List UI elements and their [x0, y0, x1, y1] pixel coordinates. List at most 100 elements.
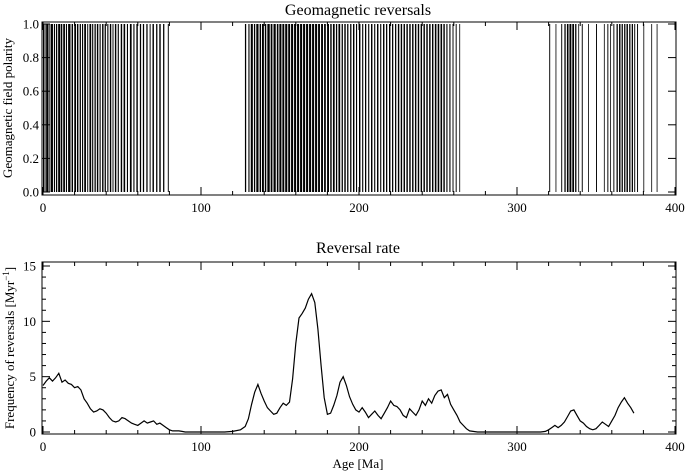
- polarity-bar: [434, 24, 437, 192]
- polarity-bar: [55, 24, 58, 192]
- polarity-bar: [350, 24, 352, 192]
- polarity-bar: [395, 24, 397, 192]
- polarity-bar: [68, 24, 71, 192]
- y-tick-label: 0.2: [23, 151, 39, 166]
- polarity-bar: [417, 24, 420, 192]
- y-tick-label: 0.4: [23, 117, 40, 132]
- polarity-bar: [279, 24, 282, 192]
- polarity-bar: [386, 24, 388, 192]
- polarity-bar: [455, 24, 457, 192]
- polarity-bar: [564, 24, 566, 192]
- y-tick-label: 5: [30, 369, 37, 384]
- y-axis-label: Frequency of reversals [Myr−1]: [1, 267, 17, 429]
- polarity-bar: [578, 24, 580, 192]
- polarity-bar: [303, 24, 306, 192]
- polarity-bar: [656, 24, 658, 192]
- polarity-bar: [261, 24, 264, 192]
- polarity-bar: [71, 24, 74, 192]
- polarity-bar: [397, 24, 400, 192]
- y-axis-label-exponent: −1: [1, 271, 11, 281]
- polarity-bar: [315, 24, 318, 192]
- y-axis-label-main: Frequency of reversals [Myr: [2, 280, 17, 429]
- polarity-bar: [82, 24, 84, 192]
- polarity-bar: [142, 24, 145, 192]
- polarity-bar: [603, 24, 605, 192]
- polarity-bar: [449, 24, 451, 192]
- polarity-bar: [426, 24, 428, 192]
- polarity-bar: [344, 24, 346, 192]
- polarity-bar: [420, 24, 423, 192]
- polarity-bar: [626, 24, 628, 192]
- polarity-bar: [377, 24, 379, 192]
- polarity-bar: [437, 24, 440, 192]
- polarity-bar: [53, 24, 56, 192]
- reversal-rate-chart: Reversal rate 0 100 200 300 400 0 5 10 15 Age [M…: [1, 240, 685, 471]
- polarity-bar: [330, 24, 332, 192]
- polarity-bar: [107, 24, 109, 192]
- polarity-bar: [452, 24, 454, 192]
- polarity-bar: [374, 24, 376, 192]
- polarity-bar: [371, 24, 373, 192]
- polarity-bar: [63, 24, 65, 192]
- polarity-bar: [380, 24, 382, 192]
- polarity-bar: [365, 24, 367, 192]
- polarity-bar: [335, 24, 338, 192]
- polarity-bar: [429, 24, 431, 192]
- polarity-bar: [96, 24, 99, 192]
- polarity-bar: [569, 24, 572, 192]
- polarity-bar: [312, 24, 315, 192]
- x-tick-label: 400: [665, 200, 685, 215]
- polarity-bar: [338, 24, 341, 192]
- plot-frame: [41, 261, 677, 435]
- polarity-bar: [76, 24, 79, 192]
- polarity-bar: [321, 24, 323, 192]
- polarity-bar: [297, 24, 300, 192]
- polarity-bar: [414, 24, 417, 192]
- polarity-bar: [555, 24, 557, 192]
- polarity-bar: [624, 24, 626, 192]
- x-tick-label: 400: [665, 439, 685, 454]
- x-tick-label: 0: [40, 439, 47, 454]
- polarity-bar: [253, 24, 256, 192]
- polarity-bar: [156, 24, 158, 192]
- x-tick-label: 100: [191, 439, 211, 454]
- polarity-bar: [44, 24, 46, 192]
- polarity-bar: [104, 24, 106, 192]
- polarity-bar: [300, 24, 303, 192]
- polarity-bar: [244, 24, 247, 192]
- polarity-bar: [581, 24, 583, 192]
- polarity-bar: [136, 24, 138, 192]
- polarity-bar: [362, 24, 364, 192]
- polarity-bar: [282, 24, 285, 192]
- polarity-bar: [383, 24, 385, 192]
- polarity-bar: [248, 24, 250, 192]
- polarity-bar: [285, 24, 288, 192]
- y-tick-label: 10: [23, 314, 36, 329]
- polarity-bar: [610, 24, 612, 192]
- polarity-bar: [440, 24, 443, 192]
- y-axis-label: Geomagnetic field polarity: [0, 37, 15, 178]
- y-tick-label: 0.8: [23, 50, 39, 65]
- x-tick-label: 300: [507, 439, 527, 454]
- y-tick-label: 0.6: [23, 84, 40, 99]
- y-tick-label: 15: [23, 259, 36, 274]
- y-tick-label: 0.0: [23, 185, 39, 200]
- polarity-bar: [406, 24, 408, 192]
- polarity-bar: [50, 24, 53, 192]
- y-tick-label: 0: [30, 425, 37, 440]
- polarity-bar: [403, 24, 405, 192]
- chart-title: Geomagnetic reversals: [285, 2, 431, 19]
- polarity-bar: [575, 24, 577, 192]
- polarity-bar: [288, 24, 291, 192]
- polarity-bar: [596, 24, 597, 192]
- polarity-bar: [92, 24, 94, 192]
- polarity-bar: [163, 24, 165, 192]
- polarity-bar: [561, 24, 563, 192]
- polarity-bar: [588, 24, 589, 192]
- polarity-bar: [634, 24, 636, 192]
- y-tick-label: 1.0: [23, 17, 39, 32]
- polarity-bar: [643, 24, 645, 192]
- polarity-bar: [368, 24, 370, 192]
- polarity-bar: [459, 24, 461, 192]
